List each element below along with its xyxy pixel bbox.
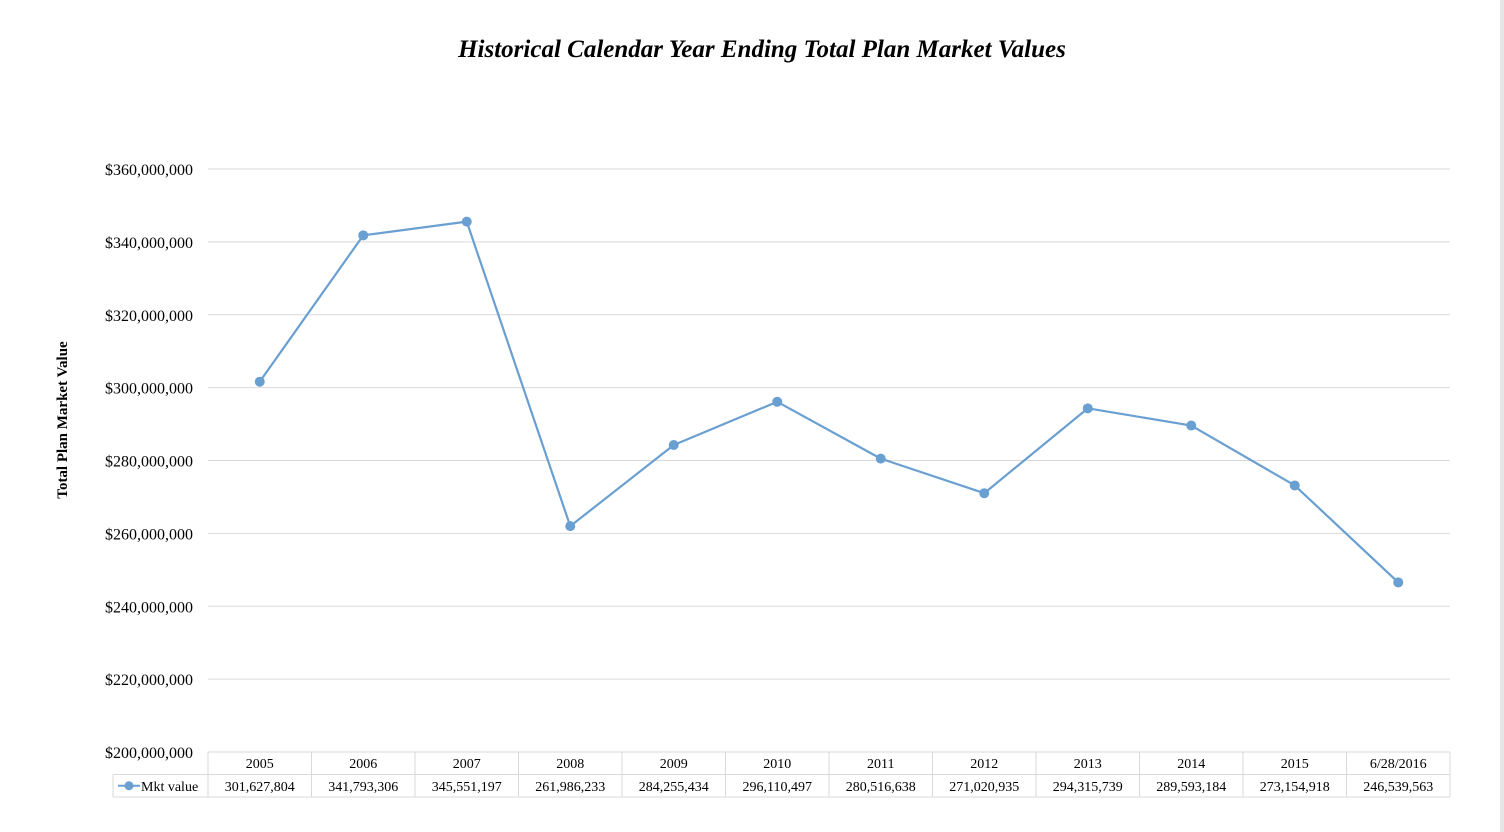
data-table-value: 280,516,638 [846,780,916,795]
x-tick-label: 2008 [556,757,584,772]
legend-key-marker [124,781,134,791]
data-point [1082,403,1093,414]
y-tick-label: $300,000,000 [105,381,193,398]
data-point [358,230,369,241]
data-table-value: 301,627,804 [225,780,295,795]
legend-label: Mkt value [141,780,198,795]
window-right-edge [1500,0,1504,832]
data-point [1289,480,1300,491]
x-tick-label: 2006 [349,757,377,772]
x-tick-label: 2010 [763,757,791,772]
data-table-value: 261,986,233 [535,780,605,795]
y-tick-label: $360,000,000 [105,162,193,179]
x-tick-label: 2011 [867,757,894,772]
y-tick-label: $240,000,000 [105,599,193,616]
data-table-value: 271,020,935 [949,780,1019,795]
series-line [258,220,1400,584]
data-table-value: 296,110,497 [743,780,812,795]
chart-title: Historical Calendar Year Ending Total Pl… [458,36,1066,63]
series-mkt-value [254,216,1404,588]
data-point [772,396,783,407]
y-tick-label: $260,000,000 [105,526,193,543]
data-point [1393,577,1404,588]
x-tick-label: 2012 [970,757,998,772]
y-tick-label: $320,000,000 [105,308,193,325]
data-table-value: 294,315,739 [1053,780,1123,795]
y-tick-label: $340,000,000 [105,235,193,252]
data-point [1186,420,1197,431]
data-point [875,453,886,464]
x-tick-label: 2014 [1177,757,1205,772]
data-point [668,439,679,450]
y-tick-label: $280,000,000 [105,454,193,471]
data-table-value: 289,593,184 [1156,780,1226,795]
data-point [979,488,990,499]
data-table-value: 284,255,434 [639,780,709,795]
x-tick-label: 2007 [453,757,481,772]
gridlines [208,168,1450,753]
x-tick-label: 2015 [1281,757,1309,772]
x-tick-label: 2005 [246,757,274,772]
data-table-value: 246,539,563 [1363,780,1433,795]
x-tick-label: 2013 [1074,757,1102,772]
data-table-value: 345,551,197 [432,780,502,795]
y-tick-label: $220,000,000 [105,672,193,689]
data-point [565,521,576,532]
data-point [254,376,265,387]
data-table-value: 273,154,918 [1260,780,1330,795]
x-tick-label: 6/28/2016 [1370,757,1427,772]
y-tick-label: $200,000,000 [105,745,193,762]
data-table-value: 341,793,306 [328,780,398,795]
x-tick-label: 2009 [660,757,688,772]
y-axis-tick-labels: $200,000,000 $220,000,000 $240,000,000 $260… [105,162,193,762]
y-axis-label: Total Plan Market Value [55,341,71,499]
data-point [461,216,472,227]
data-table: 2005 2006 2007 2008 2009 2010 2011 2012 2013 2014… [112,752,1451,798]
